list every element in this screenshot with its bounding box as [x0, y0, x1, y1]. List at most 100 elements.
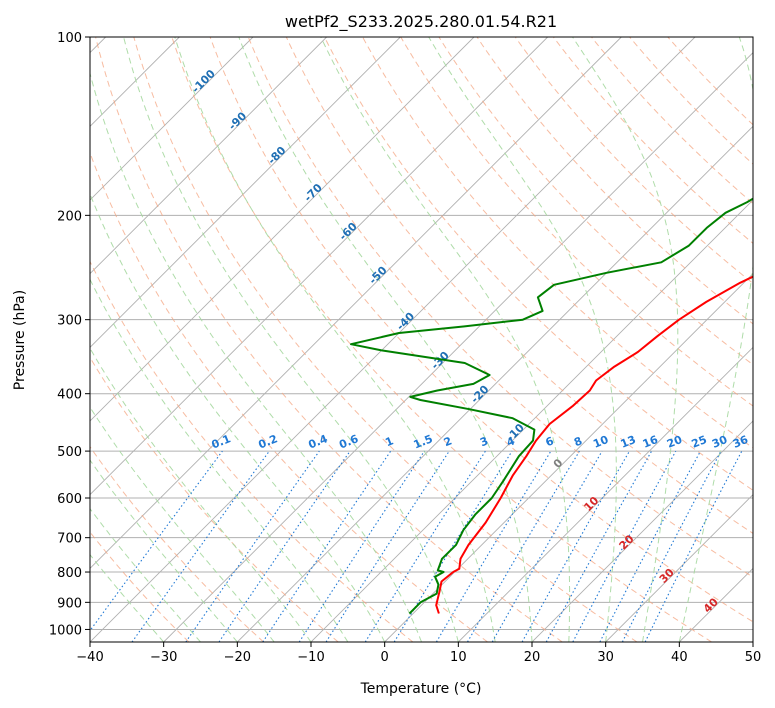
dry-adiabat-line: [667, 37, 753, 126]
moist-adiabat-line: [90, 459, 238, 642]
mixing-ratio-line: [90, 450, 223, 632]
mixing-ratio-line: [467, 450, 580, 642]
dry-adiabat-line: [90, 445, 264, 642]
mixing-ratio-label: 36: [731, 433, 750, 451]
moist-adiabat-line: [90, 507, 201, 642]
isotherm-label: -70: [302, 181, 325, 204]
isotherm-line: [163, 52, 753, 642]
isotherm-line: [90, 37, 327, 275]
isotherm-line: [458, 346, 753, 642]
dry-adiabat-line: [209, 37, 753, 623]
isotherm-line: [605, 494, 753, 642]
x-tick-label: 10: [450, 650, 467, 665]
moist-adiabat-line: [90, 278, 349, 642]
dry-adiabat-line: [514, 37, 753, 285]
dry-adiabat-line: [133, 37, 638, 642]
dewpoint-profile-line: [350, 197, 753, 615]
y-tick-label: 800: [57, 566, 82, 581]
chart-title: wetPf2_S233.2025.280.01.54.R21: [285, 12, 557, 32]
isotherm-line: [237, 125, 753, 642]
y-axis: 100 200 300 400 500 600 700 800 900 1000: [49, 31, 90, 638]
plot-background-lines: [90, 37, 753, 642]
mixing-ratio-line: [298, 450, 425, 642]
mixing-ratio-line: [545, 450, 653, 642]
mixing-ratio-line: [599, 450, 701, 642]
dry-adiabat-line: [90, 151, 488, 642]
mixing-ratio-line: [644, 450, 743, 642]
mixing-ratio-line: [262, 450, 392, 642]
isotherm-line: [90, 37, 475, 422]
x-axis-label: Temperature (°C): [360, 681, 482, 697]
moist-adiabat-line: [174, 37, 496, 642]
y-tick-label: 900: [57, 596, 82, 611]
mixing-ratio-label: 13: [619, 433, 638, 451]
x-tick-label: 0: [381, 650, 389, 665]
mixing-ratio-label: 20: [665, 433, 684, 451]
dry-adiabat-line: [90, 531, 190, 642]
isotherm-line: [90, 37, 254, 201]
mixing-ratio-label: 16: [641, 433, 660, 451]
moist-adiabat-line: [123, 37, 459, 642]
y-tick-label: 700: [57, 532, 82, 547]
y-tick-label: 1000: [49, 623, 82, 638]
dry-adiabat-line: [90, 356, 339, 642]
isotherm-line: [752, 641, 753, 642]
moist-adiabat-line: [678, 37, 753, 642]
mixing-ratio-label: 25: [690, 433, 709, 451]
mixing-ratio-label: 3: [478, 434, 490, 449]
mixing-ratio-line: [393, 450, 513, 642]
x-tick-label: 50: [745, 650, 762, 665]
mixing-ratio-line: [218, 450, 351, 642]
mixing-ratio-line: [572, 450, 677, 642]
mixing-ratio-label: 0.2: [256, 432, 279, 451]
y-tick-label: 100: [57, 31, 82, 46]
mixing-ratio-label: 2: [442, 434, 454, 449]
isotherm-label: -90: [226, 109, 249, 132]
isotherm-label: 20: [617, 532, 637, 552]
isotherm-line: [90, 37, 401, 348]
y-tick-label: 600: [57, 492, 82, 507]
isotherm-label: -20: [468, 383, 491, 406]
dry-adiabat-line: [400, 37, 753, 407]
x-tick-label: 30: [597, 650, 614, 665]
moist-adiabat-line: [90, 406, 275, 642]
mixing-ratio-label: 0.1: [210, 432, 233, 451]
mixing-ratio-label: 10: [591, 433, 610, 451]
mixing-ratio-label: 30: [710, 433, 729, 451]
mixing-ratio-line: [325, 450, 450, 642]
dry-adiabat-line: [324, 37, 753, 491]
dry-adiabat-line: [552, 37, 753, 244]
plot-frame: [89, 36, 754, 643]
x-tick-label: −30: [150, 650, 177, 665]
isotherm-line: [679, 567, 753, 642]
background-line-labels: 0.1 0.2 0.4 0.6 1 1.5 2 3 4 6 8 10 13 16 20 25 30 36-100-…: [189, 67, 750, 616]
x-tick-label: −20: [224, 650, 251, 665]
dry-adiabat-line: [247, 37, 753, 578]
mixing-ratio-line: [185, 450, 320, 642]
isotherm-label: -80: [265, 144, 288, 167]
moist-adiabat-line: [572, 37, 679, 642]
mixing-ratio-line: [521, 450, 630, 642]
isotherm-line: [531, 420, 753, 642]
dry-adiabat-line: [629, 37, 753, 165]
y-tick-label: 200: [57, 209, 82, 224]
isotherm-label: -100: [189, 67, 218, 96]
isotherm-label: -50: [366, 264, 389, 287]
y-axis-label: Pressure (hPa): [12, 290, 28, 390]
mixing-ratio-label: 8: [572, 434, 584, 449]
dry-adiabat-line: [591, 37, 753, 205]
mixing-ratio-line: [131, 450, 270, 642]
dry-adiabat-line: [476, 37, 753, 325]
moist-adiabat-line: [428, 37, 617, 642]
isotherm-line: [310, 199, 753, 642]
isotherm-label: 30: [657, 566, 677, 586]
x-axis: −40 −30 −20 −10 0 10 20 30 40 50: [76, 642, 761, 665]
isotherm-line: [90, 37, 548, 496]
isotherm-line: [90, 37, 622, 569]
x-tick-label: −40: [76, 650, 103, 665]
sounding-profiles: [350, 197, 753, 615]
isotherm-label: 10: [581, 494, 601, 514]
dry-adiabat-line: [171, 37, 712, 642]
moist-adiabat-line: [90, 192, 386, 642]
mixing-ratio-label: 0.4: [306, 432, 329, 451]
